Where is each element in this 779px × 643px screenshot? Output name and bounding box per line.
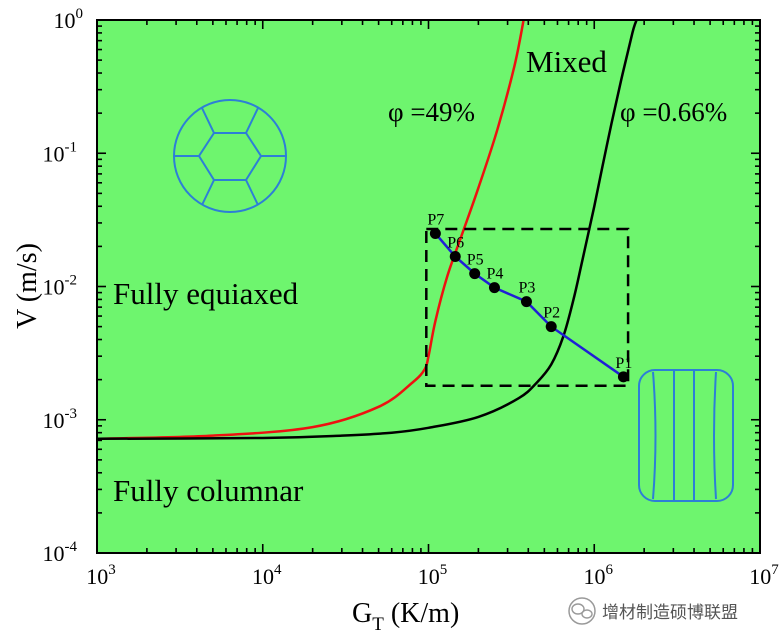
- label-mixed: Mixed: [526, 44, 607, 79]
- columnar-grain-icon: [638, 369, 734, 502]
- x-tick-label: 104: [252, 562, 282, 589]
- x-tick-label: 103: [86, 562, 116, 589]
- x-tick-label: 105: [418, 562, 448, 589]
- y-tick-label: 10-2: [43, 273, 78, 300]
- data-point-p4: [488, 282, 500, 294]
- y-tick-label: 10-4: [43, 539, 78, 566]
- boundary-curve-49: [97, 20, 525, 441]
- y-tick-label: 100: [54, 6, 84, 33]
- data-label-p7: P7: [427, 211, 444, 228]
- dashed-box: [425, 227, 630, 387]
- data-label-p6: P6: [447, 234, 464, 251]
- data-point-p1: [617, 371, 629, 383]
- wechat-logo-icon: [568, 597, 596, 625]
- ticks-layer: 103 104 105 106 107 10-4 10-3 10-2 10-1 100: [43, 6, 779, 589]
- label-fully-columnar: Fully columnar: [113, 473, 304, 508]
- data-label-p1: P1: [615, 355, 632, 372]
- data-point-p6: [449, 250, 461, 262]
- data-point-p7: [429, 227, 441, 239]
- label-phi-49: φ =49%: [388, 97, 475, 127]
- y-tick-label: 10-1: [43, 139, 78, 166]
- y-axis-label: V (m/s): [12, 243, 43, 329]
- data-point-p3: [520, 296, 532, 308]
- data-point-p2: [545, 321, 557, 333]
- x-tick-label: 106: [584, 562, 614, 589]
- watermark-text: 增材制造硕博联盟: [602, 603, 738, 623]
- y-tick-label: 10-3: [43, 406, 78, 433]
- data-point-p5: [469, 268, 481, 280]
- data-label-p3: P3: [518, 280, 535, 297]
- data-label-p5: P5: [467, 252, 484, 269]
- region-fully-columnar: [97, 20, 760, 553]
- equiaxed-grain-icon: [173, 99, 287, 213]
- x-tick-label: 107: [749, 562, 779, 589]
- label-fully-equiaxed: Fully equiaxed: [113, 276, 299, 311]
- x-axis-label: GT (K/m): [352, 598, 459, 635]
- data-label-p4: P4: [486, 266, 503, 283]
- boundary-curve-066: [97, 20, 638, 441]
- label-phi-066: φ =0.66%: [620, 97, 727, 127]
- data-label-p2: P2: [543, 305, 560, 322]
